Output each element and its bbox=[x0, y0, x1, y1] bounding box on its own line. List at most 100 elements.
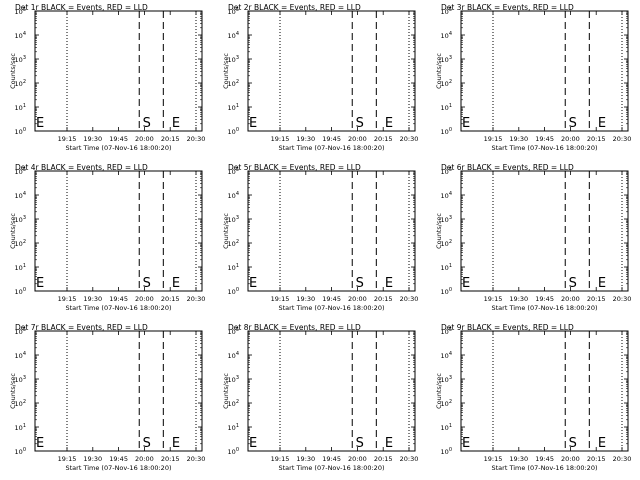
x-axis-label: Start Time (07-Nov-16 18:00:20) bbox=[492, 304, 598, 312]
event-marker-label: S bbox=[569, 116, 577, 131]
y-tick-base: 10 bbox=[441, 448, 449, 456]
y-tick-exponent: 0 bbox=[236, 127, 239, 133]
y-tick-exponent: 4 bbox=[449, 31, 452, 37]
y-tick-base: 10 bbox=[441, 216, 449, 224]
x-tick-label: 19:30 bbox=[509, 135, 528, 143]
y-tick-base: 10 bbox=[15, 424, 23, 432]
y-tick-base: 10 bbox=[15, 264, 23, 272]
y-tick-label: 103 bbox=[228, 375, 239, 384]
y-tick-label: 100 bbox=[441, 447, 452, 456]
x-tick-label: 20:00 bbox=[561, 135, 580, 143]
y-tick-exponent: 1 bbox=[23, 103, 26, 109]
y-tick-base: 10 bbox=[15, 376, 23, 384]
x-tick-label: 19:15 bbox=[484, 135, 503, 143]
y-tick-label: 103 bbox=[228, 215, 239, 224]
plot-frame bbox=[247, 10, 416, 132]
x-tick-label: 20:00 bbox=[561, 455, 580, 463]
y-tick-label: 100 bbox=[15, 287, 26, 296]
x-tick-label: 19:45 bbox=[535, 135, 554, 143]
event-marker-label: E bbox=[598, 116, 606, 131]
y-tick-exponent: 1 bbox=[23, 423, 26, 429]
x-tick-label: 20:30 bbox=[400, 135, 419, 143]
plot-frame bbox=[460, 330, 629, 452]
event-marker-label: S bbox=[356, 436, 364, 451]
y-tick-exponent: 3 bbox=[449, 215, 452, 221]
y-tick-exponent: 0 bbox=[449, 127, 452, 133]
y-tick-exponent: 4 bbox=[23, 191, 26, 197]
chart-panel: Det 4r BLACK = Events, RED = LLD10010110… bbox=[9, 163, 205, 312]
event-marker-label: E bbox=[36, 436, 44, 451]
x-tick-label: 20:00 bbox=[348, 455, 367, 463]
plot-frame bbox=[247, 330, 416, 452]
x-tick-label: 19:30 bbox=[509, 295, 528, 303]
y-tick-label: 102 bbox=[228, 79, 239, 88]
y-tick-exponent: 5 bbox=[236, 7, 239, 13]
y-tick-exponent: 5 bbox=[449, 327, 452, 333]
x-tick-label: 19:15 bbox=[271, 135, 290, 143]
y-tick-base: 10 bbox=[441, 8, 449, 16]
event-marker-label: S bbox=[143, 276, 151, 291]
y-tick-base: 10 bbox=[441, 168, 449, 176]
y-tick-label: 103 bbox=[441, 55, 452, 64]
y-tick-label: 102 bbox=[15, 79, 26, 88]
x-tick-label: 20:15 bbox=[587, 455, 606, 463]
chart-panel: Det 9r BLACK = Events, RED = LLD10010110… bbox=[435, 323, 631, 472]
x-tick-label: 19:15 bbox=[271, 295, 290, 303]
y-tick-base: 10 bbox=[441, 80, 449, 88]
y-tick-label: 100 bbox=[441, 287, 452, 296]
event-marker-label: E bbox=[249, 436, 257, 451]
y-tick-base: 10 bbox=[441, 192, 449, 200]
y-tick-label: 104 bbox=[441, 31, 452, 40]
y-tick-exponent: 5 bbox=[449, 7, 452, 13]
y-tick-label: 103 bbox=[441, 375, 452, 384]
x-tick-label: 20:00 bbox=[348, 295, 367, 303]
y-tick-exponent: 3 bbox=[236, 55, 239, 61]
chart-panel: Det 7r BLACK = Events, RED = LLD10010110… bbox=[9, 323, 205, 472]
y-tick-base: 10 bbox=[228, 216, 236, 224]
y-tick-base: 10 bbox=[441, 32, 449, 40]
y-tick-base: 10 bbox=[441, 424, 449, 432]
y-tick-exponent: 2 bbox=[23, 239, 26, 245]
x-tick-label: 20:30 bbox=[187, 135, 206, 143]
y-axis-label: Counts/sec bbox=[9, 213, 17, 249]
y-tick-exponent: 4 bbox=[23, 351, 26, 357]
y-tick-base: 10 bbox=[228, 8, 236, 16]
y-tick-exponent: 0 bbox=[449, 287, 452, 293]
chart-title: Det 6r BLACK = Events, RED = LLD bbox=[441, 163, 574, 172]
y-tick-label: 102 bbox=[441, 399, 452, 408]
y-tick-label: 102 bbox=[228, 239, 239, 248]
y-tick-base: 10 bbox=[441, 328, 449, 336]
y-tick-base: 10 bbox=[441, 240, 449, 248]
event-marker-label: E bbox=[36, 116, 44, 131]
event-marker-label: S bbox=[143, 436, 151, 451]
y-tick-label: 102 bbox=[15, 399, 26, 408]
y-tick-base: 10 bbox=[15, 168, 23, 176]
x-tick-label: 19:15 bbox=[58, 135, 77, 143]
chart-title: Det 4r BLACK = Events, RED = LLD bbox=[15, 163, 148, 172]
y-tick-base: 10 bbox=[228, 240, 236, 248]
x-tick-label: 19:30 bbox=[83, 135, 102, 143]
x-axis-label: Start Time (07-Nov-16 18:00:20) bbox=[66, 464, 172, 472]
x-tick-label: 20:30 bbox=[613, 135, 632, 143]
x-tick-label: 19:30 bbox=[296, 135, 315, 143]
y-tick-label: 101 bbox=[15, 103, 26, 112]
y-tick-label: 104 bbox=[441, 351, 452, 360]
y-tick-exponent: 4 bbox=[236, 191, 239, 197]
x-tick-label: 19:30 bbox=[83, 455, 102, 463]
y-tick-base: 10 bbox=[15, 216, 23, 224]
y-tick-label: 103 bbox=[228, 55, 239, 64]
chart-title: Det 8r BLACK = Events, RED = LLD bbox=[228, 323, 361, 332]
y-tick-label: 100 bbox=[441, 127, 452, 136]
plot-frame bbox=[34, 170, 203, 292]
chart-panel: Det 2r BLACK = Events, RED = LLD10010110… bbox=[222, 3, 418, 152]
y-tick-label: 104 bbox=[228, 31, 239, 40]
y-tick-exponent: 4 bbox=[236, 31, 239, 37]
y-tick-exponent: 1 bbox=[236, 103, 239, 109]
y-tick-label: 105 bbox=[15, 327, 26, 336]
x-tick-label: 20:15 bbox=[587, 295, 606, 303]
y-tick-label: 103 bbox=[15, 375, 26, 384]
y-axis-label: Counts/sec bbox=[222, 213, 230, 249]
y-tick-base: 10 bbox=[441, 400, 449, 408]
y-tick-exponent: 0 bbox=[236, 287, 239, 293]
y-tick-base: 10 bbox=[441, 128, 449, 136]
